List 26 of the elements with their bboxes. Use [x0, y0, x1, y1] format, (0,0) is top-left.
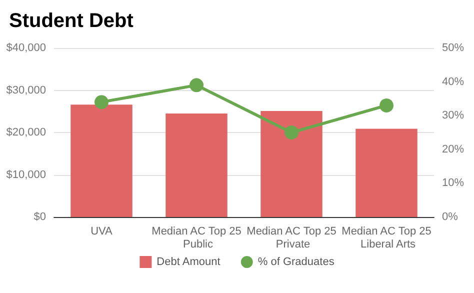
x-tick-label: Median AC Top 25 Liberal Arts [342, 226, 432, 250]
y2-tick-label: 50% [442, 42, 464, 54]
y2-tick-label: 40% [442, 76, 464, 88]
y-tick-label: $30,000 [6, 84, 46, 96]
y2-tick-label: 30% [442, 110, 464, 122]
y-tick-label: $0 [34, 211, 46, 223]
y2-tick-label: 10% [442, 177, 464, 190]
chart-title: Student Debt [9, 10, 134, 32]
bar [260, 110, 322, 217]
point [190, 78, 204, 92]
legend-label: Debt Amount [156, 256, 220, 268]
y-tick-label: $10,000 [6, 168, 46, 181]
bar [70, 104, 132, 217]
y-tick-label: $20,000 [6, 126, 46, 138]
y2-tick-label: 0% [442, 211, 458, 223]
legend-label: % of Graduates [258, 256, 335, 268]
x-tick-label: Median AC Top 25 Private [246, 226, 336, 250]
x-tick-label: UVA [90, 226, 114, 238]
y-tick-label: $40,000 [6, 42, 46, 54]
point [284, 126, 298, 140]
point [94, 95, 108, 110]
x-tick-label: Median AC Top 25 Public [152, 226, 242, 250]
y2-tick-label: 20% [442, 143, 464, 156]
bar [166, 113, 228, 217]
bar [356, 128, 418, 217]
point [380, 98, 394, 112]
